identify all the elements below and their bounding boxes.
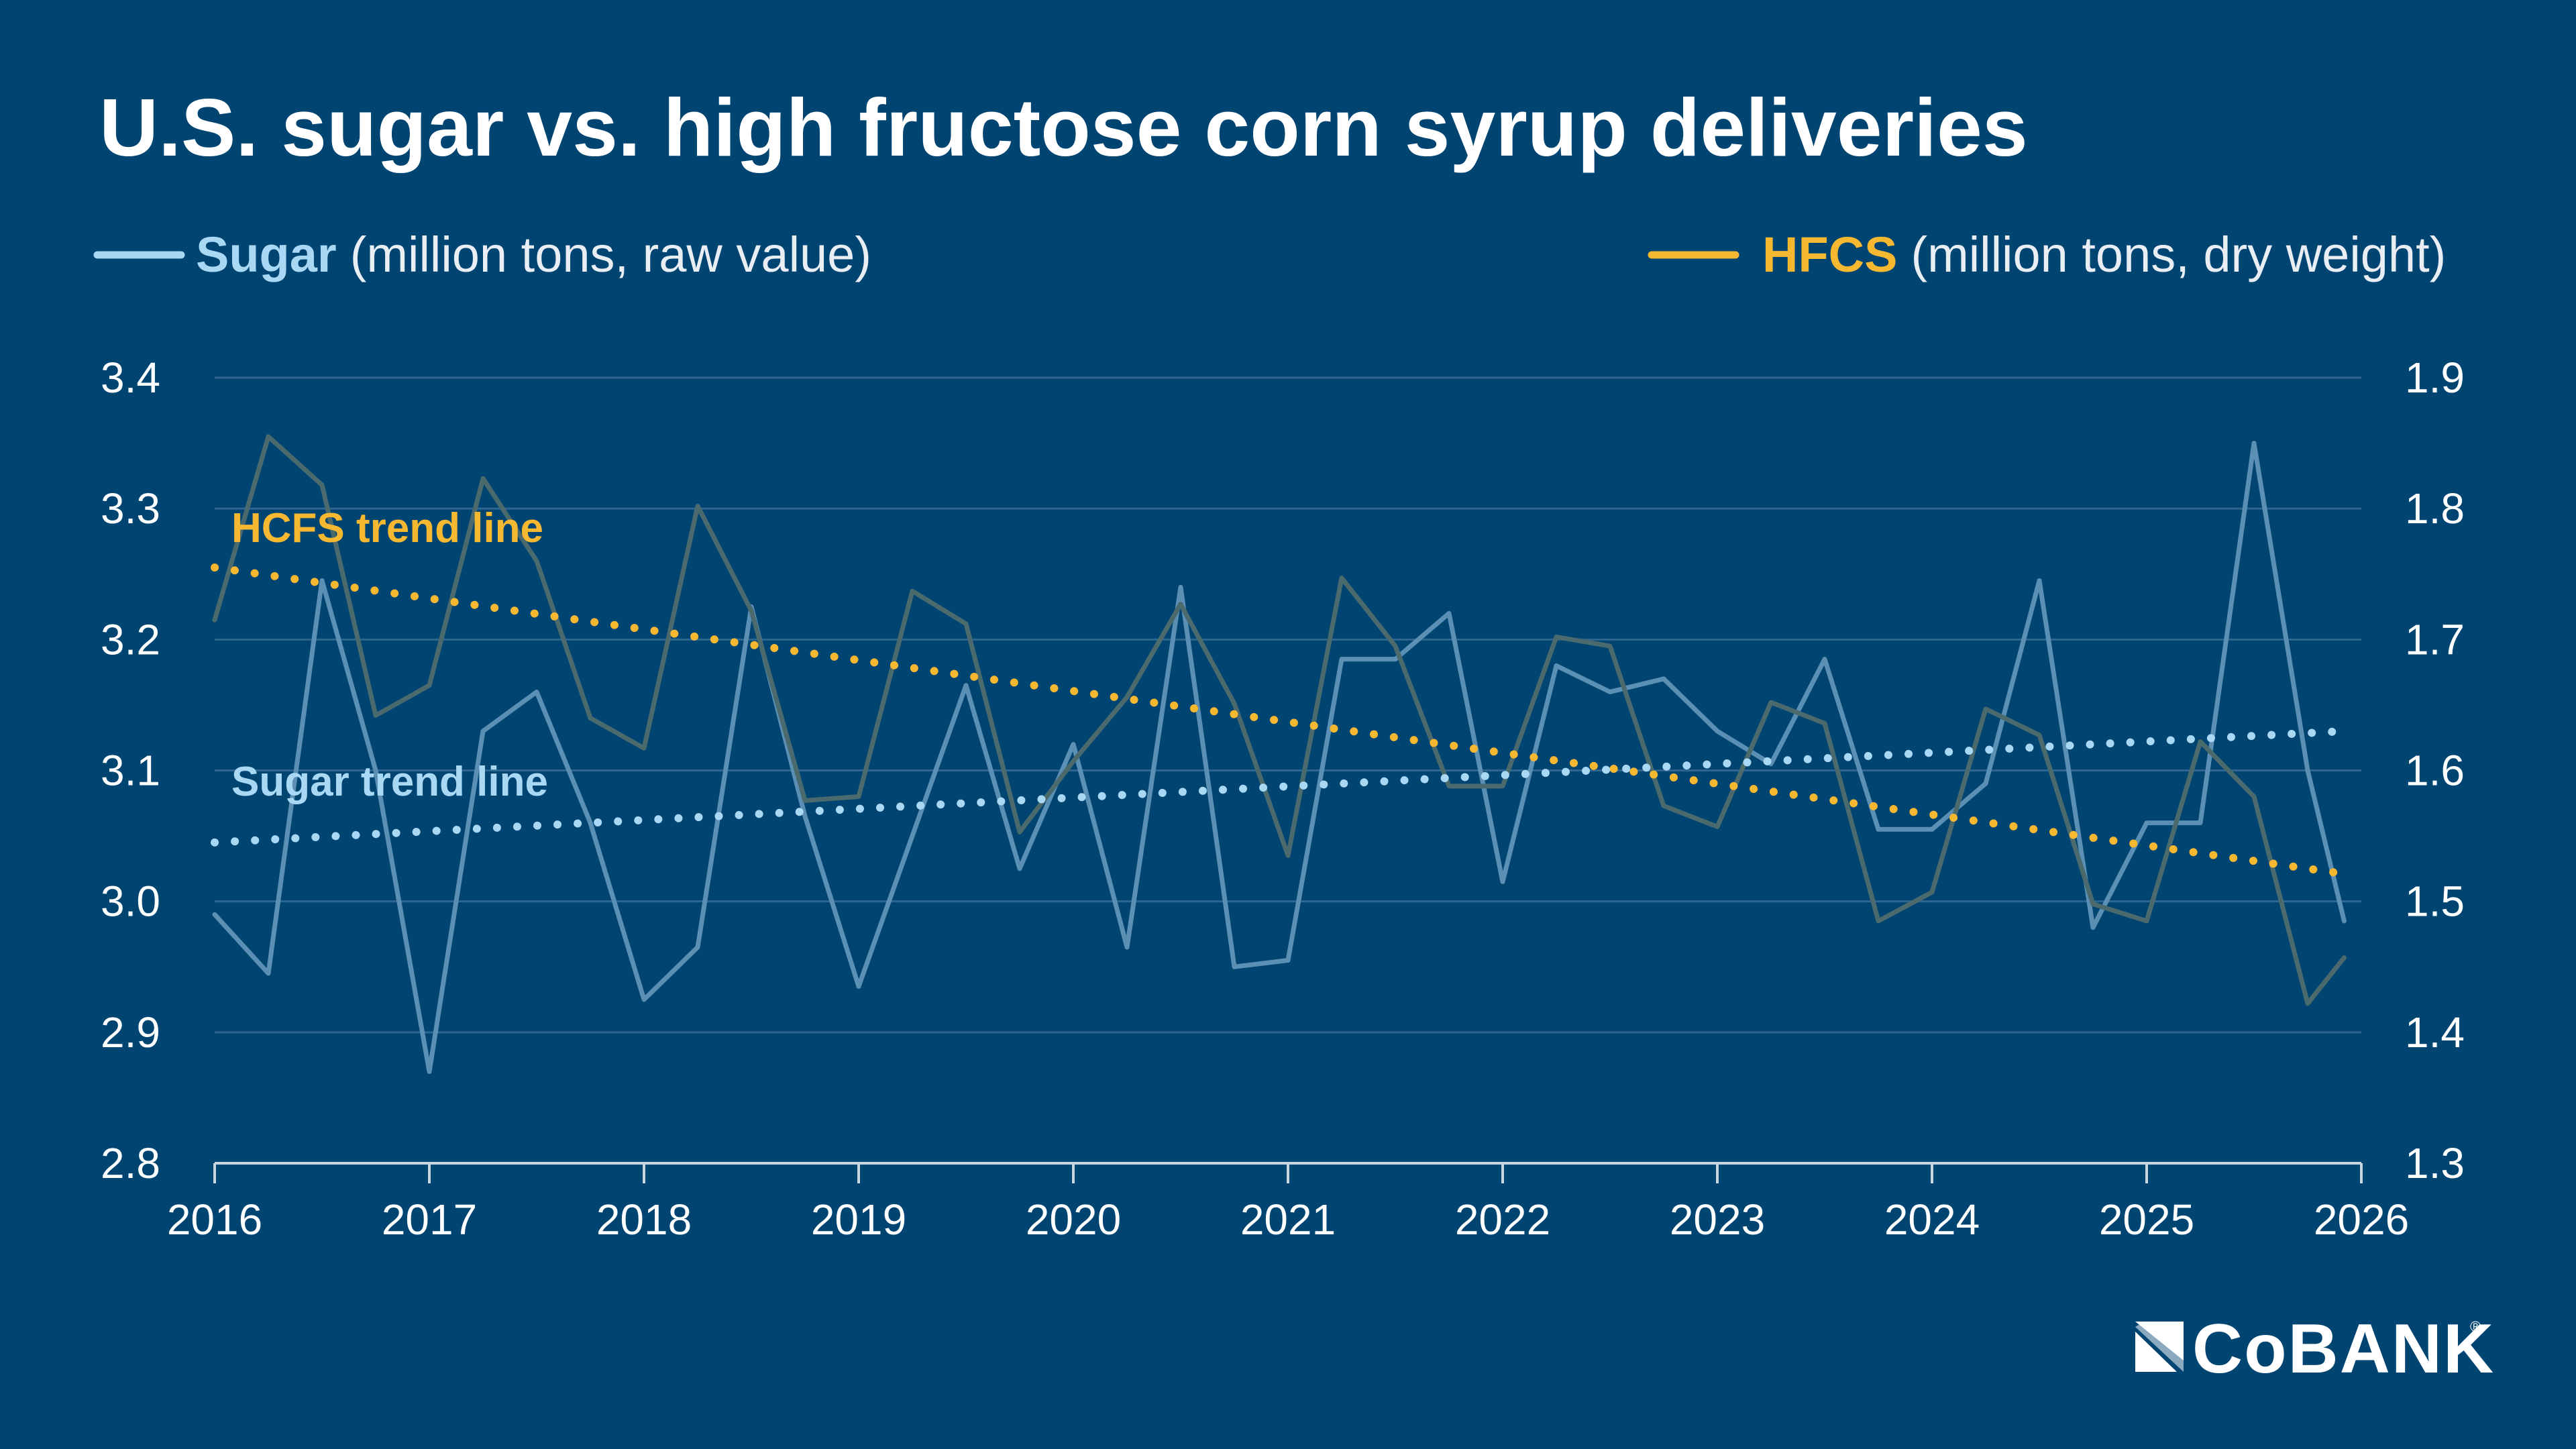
- y-right-tick-label: 1.8: [2405, 484, 2465, 533]
- x-tick-label: 2017: [382, 1195, 477, 1244]
- legend-hfcs-unit: (million tons, dry weight): [1911, 227, 2446, 282]
- legend-sugar-label: Sugar (million tons, raw value): [196, 227, 871, 282]
- y-left-tick-label: 3.3: [101, 484, 160, 533]
- y-left-tick-label: 2.8: [101, 1139, 160, 1187]
- cobank-logo-icon: [2135, 1322, 2184, 1372]
- x-tick-label: 2026: [2314, 1195, 2409, 1244]
- x-tick-label: 2021: [1240, 1195, 1336, 1244]
- cobank-logo-text: CoBANK: [2192, 1310, 2495, 1388]
- x-tick-label: 2019: [811, 1195, 906, 1244]
- grid-lines: [215, 376, 2361, 1034]
- registered-mark: ®: [2470, 1318, 2481, 1335]
- hfcs-trend-label: HCFS trend line: [231, 505, 543, 551]
- x-tick-label: 2018: [596, 1195, 692, 1244]
- y-left-tick-label: 3.4: [101, 354, 160, 402]
- series-lines: [212, 434, 2347, 1074]
- legend-hfcs-name: HFCS: [1762, 227, 1897, 282]
- legend-hfcs-label: HFCS (million tons, dry weight): [1762, 227, 2446, 282]
- y-right-tick-label: 1.6: [2405, 747, 2465, 795]
- y-right-tick-label: 1.9: [2405, 354, 2465, 402]
- y-right-tick-label: 1.5: [2405, 877, 2465, 926]
- y-axis-right: 1.3 1.4 1.5 1.6 1.7 1.8 1.9: [2405, 354, 2465, 1187]
- y-right-tick-label: 1.3: [2405, 1139, 2465, 1187]
- y-axis-left: 2.8 2.9 3.0 3.1 3.2 3.3 3.4: [101, 354, 160, 1187]
- y-left-tick-label: 2.9: [101, 1008, 160, 1057]
- chart-title: U.S. sugar vs. high fructose corn syrup …: [99, 82, 2028, 173]
- x-tick-label: 2022: [1455, 1195, 1550, 1244]
- legend: Sugar (million tons, raw value) HFCS (mill…: [93, 227, 2446, 282]
- x-tick-label: 2016: [167, 1195, 262, 1244]
- x-tick-label: 2025: [2099, 1195, 2194, 1244]
- trend-lines: [211, 563, 2349, 878]
- x-axis: 2016 2017 2018 2019 2020 2021 2022 2023 2024 2025…: [167, 1162, 2409, 1244]
- sugar-trend-label: Sugar trend line: [231, 759, 548, 805]
- x-tick-label: 2023: [1670, 1195, 1765, 1244]
- legend-sugar-name: Sugar: [196, 227, 337, 282]
- sugar-trend-line: [211, 727, 2349, 847]
- legend-sugar-unit: (million tons, raw value): [350, 227, 871, 282]
- y-left-tick-label: 3.2: [101, 615, 160, 663]
- y-right-tick-label: 1.4: [2405, 1008, 2465, 1057]
- x-tick-label: 2020: [1026, 1195, 1121, 1244]
- x-tick-label: 2024: [1884, 1195, 1980, 1244]
- hfcs-series-line: [212, 434, 2347, 1006]
- y-right-tick-label: 1.7: [2405, 615, 2465, 663]
- cobank-logo: CoBANK ®: [2135, 1310, 2495, 1388]
- y-left-tick-label: 3.1: [101, 747, 160, 795]
- y-left-tick-label: 3.0: [101, 877, 160, 926]
